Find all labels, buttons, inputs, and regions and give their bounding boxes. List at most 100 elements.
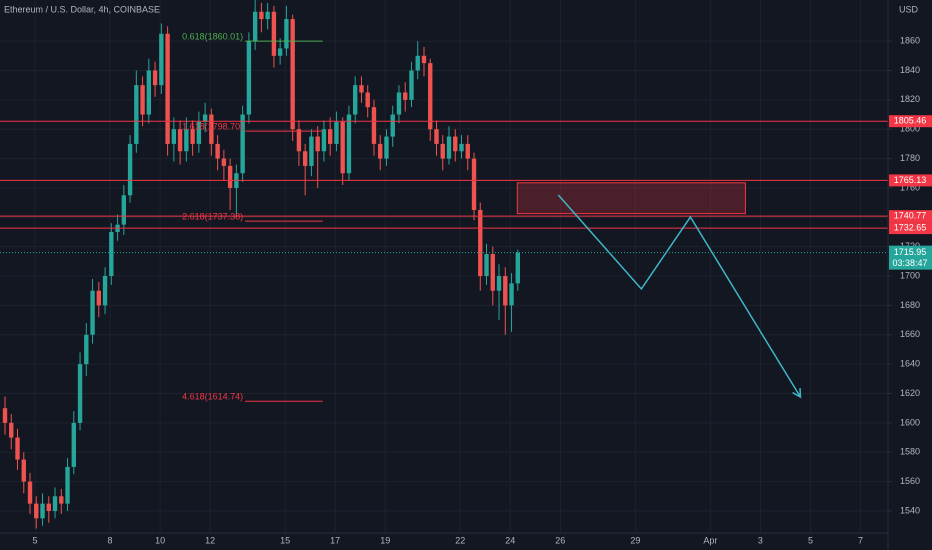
axes: 1540156015801600162016401660168017001720… — [33, 35, 932, 545]
candle-body — [259, 11, 264, 20]
candle-body — [15, 437, 20, 460]
candle-body — [102, 276, 108, 306]
candle-body — [71, 422, 76, 467]
x-tick-label: 3 — [758, 535, 763, 545]
candle-body — [327, 129, 333, 144]
candle-body — [240, 114, 245, 174]
candle-body — [284, 19, 289, 49]
y-tick-label: 1580 — [900, 447, 920, 457]
level-label-box — [889, 115, 932, 128]
candle-body — [515, 252, 520, 284]
candle-body — [9, 422, 14, 438]
y-tick-label: 1620 — [900, 388, 920, 398]
candle-body — [140, 85, 145, 115]
y-tick-label: 1780 — [900, 153, 920, 163]
projection-path — [557, 194, 802, 398]
candle-body — [209, 114, 214, 144]
x-tick-label: 29 — [630, 535, 640, 545]
candle-body — [428, 63, 433, 130]
x-tick-label: 5 — [33, 535, 38, 545]
candle-body — [52, 496, 58, 511]
candle-body — [415, 55, 420, 71]
y-tick-label: 1840 — [900, 65, 920, 75]
candle-body — [396, 92, 402, 115]
candle-body — [471, 158, 477, 210]
candle-body — [271, 11, 277, 56]
candle-body — [134, 85, 139, 144]
candle-body — [478, 209, 483, 277]
candle-body — [384, 136, 389, 159]
candle-body — [227, 165, 233, 188]
candle-body — [365, 92, 370, 108]
candle-body — [459, 143, 464, 152]
candle-body — [121, 195, 127, 225]
candle-body — [371, 107, 377, 144]
candle-body — [96, 290, 101, 306]
y-tick-label: 1680 — [900, 300, 920, 310]
candle-body — [221, 158, 227, 166]
candle-body — [409, 70, 414, 100]
candle-body — [334, 121, 339, 144]
candle-body — [27, 481, 33, 504]
last-price-box — [889, 245, 932, 270]
level-label: 1732.65 — [894, 222, 927, 232]
level-label-box — [889, 210, 932, 223]
x-tick-label: 22 — [455, 535, 465, 545]
candle-body — [65, 466, 70, 504]
candle-body — [465, 143, 470, 159]
y-tick-label: 1660 — [900, 329, 920, 339]
x-tick-label: 15 — [280, 535, 290, 545]
y-tick-label: 1760 — [900, 182, 920, 192]
y-tick-label: 1560 — [900, 476, 920, 486]
candle-body — [421, 55, 427, 64]
candle-body — [165, 33, 170, 144]
candle-body — [346, 114, 352, 174]
candle-body — [290, 19, 295, 130]
x-tick-label: 12 — [205, 535, 215, 545]
y-tick-label: 1600 — [900, 417, 920, 427]
fib-label: 0.618(1860.01) — [182, 31, 243, 41]
y-tick-label: 1860 — [900, 35, 920, 45]
candle-body — [277, 48, 283, 56]
candle-body — [252, 11, 258, 42]
candle-body — [503, 276, 508, 306]
candle-body — [202, 114, 208, 122]
candle-body — [353, 85, 358, 115]
candle-body — [171, 129, 177, 144]
candle-body — [340, 121, 345, 174]
candle-body — [440, 143, 445, 159]
y-tick-label: 1640 — [900, 359, 920, 369]
candle-body — [152, 70, 158, 86]
y-tick-label: 1540 — [900, 505, 920, 515]
candle-body — [46, 503, 51, 511]
candle-body — [453, 136, 458, 152]
x-tick-label: 10 — [155, 535, 165, 545]
candle-body — [309, 136, 314, 166]
x-tick-label: 17 — [330, 535, 340, 545]
candle-body — [390, 114, 395, 137]
candle-body — [496, 276, 502, 291]
x-tick-label: Apr — [703, 535, 717, 545]
last-price-label: 1715.95 — [894, 247, 927, 257]
candle-body — [184, 129, 189, 152]
currency-label: USD — [899, 4, 919, 14]
level-label: 1765.13 — [894, 175, 927, 185]
x-tick-label: 8 — [108, 535, 113, 545]
plot: 0.618(1860.01) 1.618(1798.70) 2.618(1737.3… — [0, 0, 888, 529]
level-label: 1805.46 — [894, 116, 927, 126]
x-tick-label: 24 — [505, 535, 515, 545]
countdown-label: 03:38:47 — [892, 258, 927, 268]
candle-body — [265, 11, 270, 20]
candle-body — [196, 121, 202, 144]
candle-body — [434, 129, 439, 144]
candle-body — [146, 70, 152, 115]
x-tick-label: 7 — [858, 535, 863, 545]
candle-body — [127, 143, 133, 196]
level-label-box — [889, 222, 932, 235]
candle-body — [484, 254, 489, 277]
fib-label: 2.618(1737.38) — [182, 212, 243, 222]
candle-body — [59, 496, 64, 504]
candle-body — [509, 283, 514, 306]
